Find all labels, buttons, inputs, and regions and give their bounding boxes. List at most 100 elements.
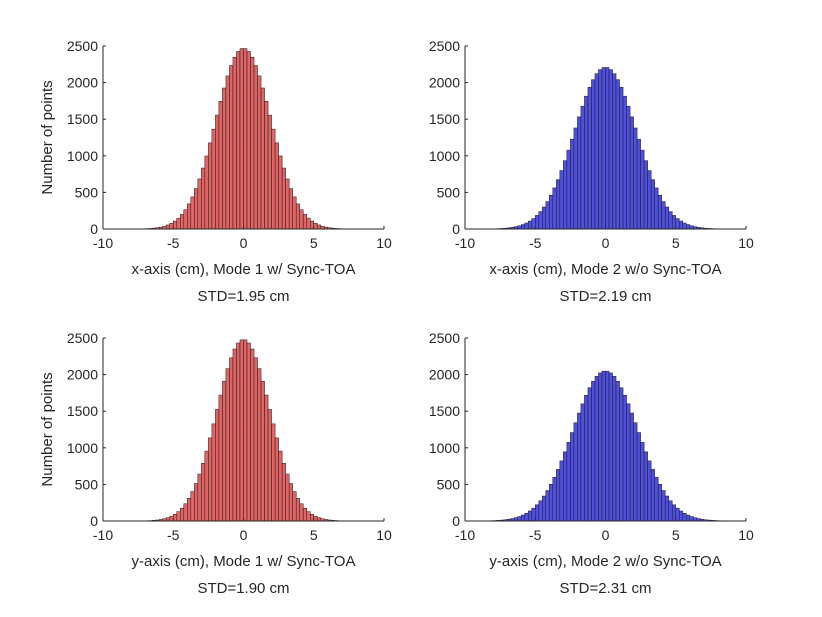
histogram-bar [598, 69, 603, 230]
histogram-bar [668, 500, 673, 522]
x-tick-label: -5 [529, 527, 542, 543]
histogram-bar [292, 196, 297, 230]
histogram-bar [650, 179, 655, 230]
histogram-bar [183, 209, 188, 230]
x-tick-label: -10 [455, 527, 475, 543]
histogram-bar [260, 381, 265, 522]
histogram-bar [563, 451, 568, 522]
histogram-bar [577, 116, 582, 230]
histogram-bar [225, 75, 230, 230]
y-tick-label: 2000 [429, 367, 460, 383]
histogram-bar [222, 381, 227, 522]
histogram-bar [612, 376, 617, 522]
histogram-bar [524, 513, 529, 522]
histogram-bar [573, 422, 578, 522]
histogram-bar [598, 372, 603, 522]
histogram-bar [626, 105, 631, 230]
x-tick-label: 0 [240, 527, 248, 543]
x-tick-label: 10 [738, 235, 754, 251]
histogram-bar [232, 348, 237, 522]
histogram-bar [253, 357, 258, 522]
histogram-bar [274, 437, 279, 522]
x-tick-label: 5 [672, 235, 680, 251]
histogram-bar [165, 224, 170, 230]
x-tick-label: 5 [672, 527, 680, 543]
histogram-bar [253, 65, 258, 230]
histogram-bar [225, 368, 230, 522]
histogram-bar [187, 498, 192, 522]
histogram-bar [302, 507, 307, 522]
histogram-bar [686, 224, 691, 230]
histogram-bar [580, 403, 585, 522]
y-tick-label: 1500 [429, 111, 460, 127]
histogram-bar [215, 114, 220, 230]
histogram-bar [594, 376, 599, 522]
y-tick-label: 2000 [429, 75, 460, 91]
x-tick-label: 5 [310, 235, 318, 251]
histogram-bar [566, 149, 571, 230]
histogram-bar [520, 224, 525, 230]
std-subtitle: STD=2.19 cm [559, 288, 651, 305]
histogram-bar [274, 142, 279, 230]
histogram-bar [173, 514, 178, 522]
histogram-bar [608, 69, 613, 230]
std-subtitle: STD=2.31 cm [559, 580, 651, 597]
histogram-bar [664, 495, 669, 522]
histogram-bar [552, 476, 557, 522]
x-axis-label: x-axis (cm), Mode 2 w/o Sync-TOA [489, 261, 721, 278]
y-tick-label: 2500 [67, 38, 98, 54]
histogram-bar [584, 395, 589, 522]
x-tick-label: 0 [240, 235, 248, 251]
histogram-bar [636, 432, 641, 522]
histogram-bar [299, 503, 304, 522]
histogram-bar [306, 217, 311, 230]
histogram-bar [271, 423, 276, 522]
histogram-bar [682, 222, 687, 230]
x-axis-label: y-axis (cm), Mode 1 w/ Sync-TOA [132, 553, 356, 570]
histogram-bar [542, 495, 547, 522]
y-tick-label: 0 [452, 221, 460, 237]
histogram-bar [675, 218, 680, 230]
y-tick-label: 500 [437, 476, 461, 492]
histogram-bar [278, 450, 283, 522]
histogram-bar [608, 372, 613, 522]
histogram-bar [671, 504, 676, 522]
histogram-bar [556, 179, 561, 230]
histogram-bar [208, 142, 213, 230]
histogram-bar [260, 87, 265, 230]
histogram-bar [527, 510, 532, 522]
histogram-bar [675, 507, 680, 522]
histogram-bar [622, 395, 627, 522]
histogram-bar [520, 514, 525, 522]
x-axis-label: y-axis (cm), Mode 2 w/o Sync-TOA [489, 553, 721, 570]
histogram-bar [246, 342, 251, 522]
histogram-bar [313, 223, 318, 230]
histogram-bar [657, 484, 662, 522]
histogram-bar [239, 339, 244, 522]
histogram-bar [180, 507, 185, 522]
histogram-bar [563, 160, 568, 230]
x-tick-label: -5 [167, 235, 180, 251]
x-tick-label: 10 [738, 527, 754, 543]
y-tick-label: 500 [75, 184, 99, 200]
histogram-bar [278, 155, 283, 230]
histogram-bar [643, 160, 648, 230]
x-tick-label: 5 [310, 527, 318, 543]
histogram-bar [664, 206, 669, 230]
y-tick-label: 2500 [429, 38, 460, 54]
histogram-bar [309, 220, 314, 230]
histogram-bar [640, 149, 645, 230]
histogram-bar [640, 442, 645, 522]
histogram-bar [257, 75, 262, 230]
histogram-bar [668, 211, 673, 230]
y-tick-label: 2500 [429, 330, 460, 346]
histogram-bar [549, 484, 554, 522]
x-tick-label: 10 [376, 235, 392, 251]
histogram-bar [169, 223, 174, 230]
histogram-bar [197, 473, 202, 522]
y-tick-label: 1000 [429, 148, 460, 164]
histogram-bar [197, 178, 202, 230]
histogram-bar [243, 339, 248, 522]
histogram-bar [239, 48, 244, 230]
histogram-bar [295, 203, 300, 230]
